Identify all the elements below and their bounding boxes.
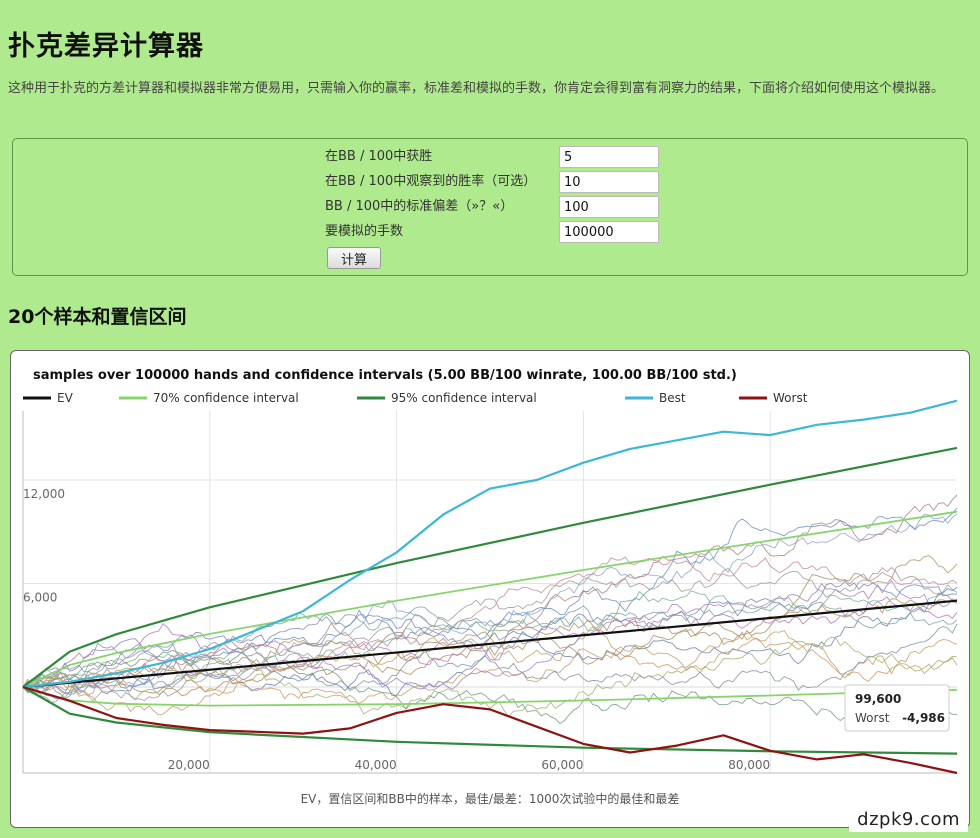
- calculator-form: 在BB / 100中获胜 在BB / 100中观察到的胜率（可选） BB / 1…: [12, 138, 968, 276]
- ci70-lower-line: [22, 686, 958, 707]
- sample-line: [22, 596, 958, 688]
- tooltip-box: [844, 684, 950, 732]
- sample-line: [22, 601, 958, 703]
- std-deviation-input[interactable]: [559, 196, 659, 218]
- ci70-upper-line: [22, 510, 958, 688]
- observed-winrate-input[interactable]: [559, 171, 659, 193]
- intro-paragraph: 这种用于扑克的方差计算器和模拟器非常方便易用，只需输入你的赢率，标准差和模拟的手…: [8, 81, 945, 96]
- legend-label: Worst: [773, 391, 808, 405]
- section-title: 20个样本和置信区间: [8, 306, 187, 328]
- x-axis-caption: EV，置信区间和BB中的样本，最佳/最差：1000次试验中的最佳和最差: [301, 791, 680, 806]
- tooltip-value: -4,986: [902, 711, 945, 725]
- chart-title: samples over 100000 hands and confidence…: [33, 368, 737, 383]
- sample-line: [22, 580, 958, 690]
- sample-line: [22, 584, 958, 691]
- x-tick-label: 40,000: [355, 758, 397, 772]
- x-tick-label: 60,000: [541, 758, 583, 772]
- tooltip-series: Worst: [855, 711, 890, 725]
- sample-line: [22, 623, 958, 700]
- axis-labels: 6,000 12,000 20,000 40,000 60,000 80,000: [23, 487, 770, 772]
- sample-line: [22, 586, 958, 697]
- chart-legend: EV 70% confidence interval 95% confidence …: [23, 391, 808, 405]
- variance-chart: 6,000 12,000 20,000 40,000 60,000 80,000 samp…: [22, 368, 958, 806]
- chart-container: 6,000 12,000 20,000 40,000 60,000 80,000 samp…: [10, 350, 970, 828]
- hands-input[interactable]: [559, 221, 659, 243]
- sample-line: [22, 566, 958, 702]
- sample-line: [22, 494, 958, 692]
- sample-line: [22, 580, 958, 688]
- winrate-label: 在BB / 100中获胜: [325, 149, 433, 164]
- worst-line: [22, 685, 958, 775]
- y-tick-label: 6,000: [23, 590, 57, 604]
- chart-tooltip: 99,600 Worst -4,986: [844, 684, 950, 732]
- legend-label: EV: [57, 391, 74, 405]
- winrate-input[interactable]: [559, 146, 659, 168]
- x-tick-label: 20,000: [168, 758, 210, 772]
- x-tick-label: 80,000: [728, 758, 770, 772]
- sample-line: [22, 556, 958, 696]
- sample-line: [22, 631, 958, 716]
- ci95-upper-line: [22, 446, 958, 688]
- watermark: dzpk9.com: [849, 807, 968, 832]
- sample-lines: [22, 494, 958, 725]
- legend-label: Best: [659, 391, 686, 405]
- main-lines: [22, 399, 958, 775]
- hands-label: 要模拟的手数: [325, 224, 404, 239]
- page-title: 扑克差异计算器: [8, 31, 204, 62]
- ci95-lower-line: [22, 686, 958, 755]
- ev-line: [22, 599, 958, 689]
- std-deviation-label: BB / 100中的标准偏差（»？«）: [325, 199, 514, 214]
- sample-line: [22, 507, 958, 695]
- confidence-lines: [22, 446, 958, 755]
- legend-label: 70% confidence interval: [153, 391, 299, 405]
- best-line: [22, 399, 958, 689]
- tooltip-x: 99,600: [855, 692, 901, 706]
- y-tick-label: 12,000: [23, 487, 65, 501]
- calculate-button[interactable]: 计算: [327, 247, 381, 269]
- legend-label: 95% confidence interval: [391, 391, 537, 405]
- sample-line: [22, 649, 958, 725]
- observed-winrate-label: 在BB / 100中观察到的胜率（可选）: [325, 174, 537, 189]
